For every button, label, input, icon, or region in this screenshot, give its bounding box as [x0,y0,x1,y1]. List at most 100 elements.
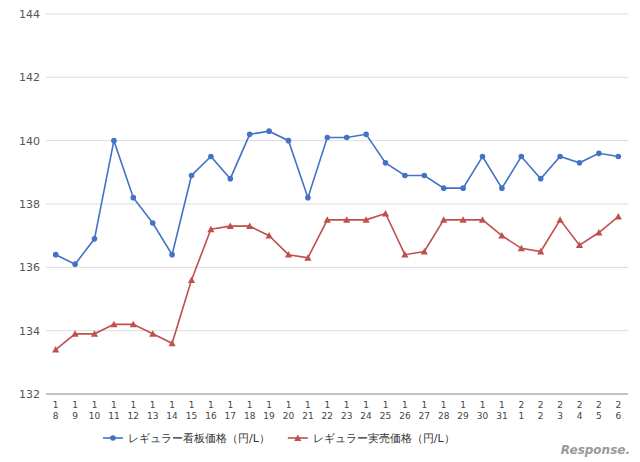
marker [207,226,214,232]
y-tick-label: 140 [19,135,40,148]
marker [382,210,389,216]
marker [169,340,176,346]
x-tick-label-line: 1 [363,400,369,410]
x-tick-label-line: 9 [72,411,78,421]
marker [227,223,234,229]
marker [188,276,195,282]
x-tick-label: 112 [128,400,139,421]
y-tick-label: 144 [19,8,40,21]
marker [383,160,389,166]
marker [285,251,292,257]
x-tick-label-line: 2 [538,400,544,410]
marker [595,229,602,235]
x-tick-label-line: 24 [360,411,372,421]
marker [91,330,98,336]
x-tick-label-line: 1 [324,400,330,410]
x-tick-label-line: 1 [150,400,156,410]
x-tick-label-line: 1 [208,400,214,410]
x-tick-label: 113 [147,400,158,421]
marker [294,434,301,440]
x-tick-label-line: 17 [225,411,236,421]
x-tick-label-line: 18 [244,411,256,421]
marker [92,236,98,242]
x-tick-label-line: 12 [128,411,139,421]
marker [440,216,447,222]
x-tick-label-line: 1 [247,400,253,410]
x-tick-label-line: 15 [186,411,197,421]
x-tick-label-line: 1 [286,400,292,410]
x-tick-label: 122 [322,400,333,421]
marker [343,216,350,222]
x-tick-label-line: 1 [402,400,408,410]
x-tick-label-line: 2 [596,400,602,410]
x-tick-label: 117 [225,400,236,421]
marker [557,216,564,222]
x-tick-label-line: 1 [499,400,505,410]
x-tick-label-line: 1 [305,400,311,410]
marker [130,321,137,327]
x-tick-label-line: 2 [518,400,524,410]
marker [441,185,447,191]
marker [52,346,59,352]
marker [421,248,428,254]
series-line [56,214,619,350]
marker [324,216,331,222]
grid-line [46,14,628,15]
marker [53,252,59,258]
x-tick-label: 18 [53,400,59,421]
x-tick-label-line: 21 [302,411,313,421]
marker [228,176,234,182]
marker [616,154,622,160]
x-tick-label-line: 1 [421,400,427,410]
y-tick-label: 136 [19,261,40,274]
x-tick-label-line: 16 [205,411,217,421]
x-tick-label-line: 30 [477,411,489,421]
x-tick-label-line: 1 [344,400,350,410]
x-tick-label-line: 1 [227,400,233,410]
marker [498,232,505,238]
marker [480,154,486,160]
x-tick-label-line: 1 [111,400,117,410]
marker [72,330,79,336]
marker [344,135,350,141]
marker [149,330,156,336]
marker [460,216,467,222]
x-tick-label-line: 1 [441,400,447,410]
x-tick-label: 121 [302,400,313,421]
x-tick-label-line: 19 [263,411,275,421]
x-tick-label: 124 [360,400,372,421]
x-tick-label: 119 [263,400,275,421]
chart-container: 1321341361381401421441819110111112113114… [0,0,640,462]
marker [169,252,175,258]
x-tick-label-line: 27 [419,411,430,421]
legend: レギュラー看板価格（円/L） レギュラー実売価格（円/L） [103,432,455,445]
x-tick-label: 120 [283,400,295,421]
legend-label: レギュラー看板価格（円/L） [128,432,270,445]
marker [363,132,369,138]
y-tick-label: 134 [19,325,40,338]
y-axis: 132134136138140142144 [19,8,40,401]
x-tick-label-line: 31 [496,411,507,421]
x-tick-label: 126 [399,400,411,421]
marker [305,195,311,201]
y-tick-label: 132 [19,388,40,401]
x-tick-label-line: 10 [89,411,101,421]
x-tick-label-line: 14 [166,411,178,421]
x-tick-label: 118 [244,400,256,421]
x-tick-label-line: 1 [92,400,98,410]
marker [131,195,137,201]
marker [189,173,195,179]
x-tick-label: 111 [108,400,119,421]
marker [266,232,273,238]
marker [479,216,486,222]
marker [246,223,253,229]
annotation: Response. [561,443,630,457]
marker [577,160,583,166]
x-tick-label-line: 2 [557,400,563,410]
marker [247,132,253,138]
x-tick-label: 25 [596,400,602,421]
x-tick-label-line: 1 [72,400,78,410]
legend-item: レギュラー実売価格（円/L） [288,432,455,445]
marker [422,173,428,179]
x-tick-label-line: 23 [341,411,352,421]
